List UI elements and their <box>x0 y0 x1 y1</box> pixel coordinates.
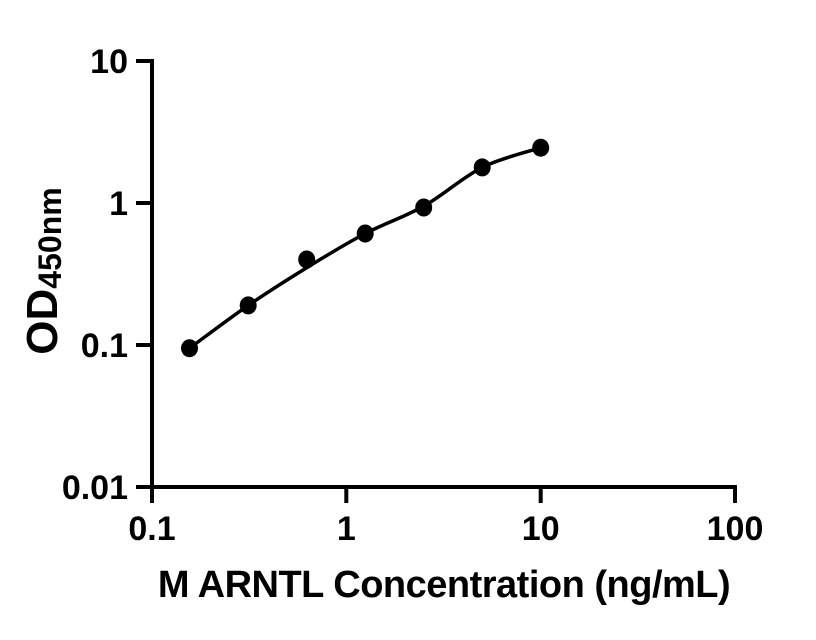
y-tick-label: 0.01 <box>62 469 128 507</box>
data-point <box>239 296 257 315</box>
x-tick-label: 0.1 <box>128 510 175 548</box>
y-axis-title-main: OD <box>18 289 67 355</box>
y-tick-label: 0.1 <box>81 327 128 365</box>
data-point <box>532 138 550 157</box>
x-tick-label: 10 <box>522 510 560 548</box>
x-tick-label: 100 <box>707 510 764 548</box>
x-axis-title: M ARNTL Concentration (ng/mL) <box>158 564 730 606</box>
data-point <box>473 158 491 177</box>
data-point <box>415 198 433 217</box>
y-tick-label: 1 <box>109 185 128 223</box>
data-point <box>181 339 198 358</box>
y-axis-title: OD450nm <box>18 187 68 354</box>
y-axis-title-subscript: 450nm <box>32 187 68 288</box>
fit-curve <box>187 145 543 350</box>
data-point <box>356 224 374 243</box>
y-tick-label: 10 <box>90 43 128 81</box>
x-tick-label: 1 <box>337 510 356 548</box>
axes-frame <box>150 59 737 489</box>
data-point <box>298 250 316 269</box>
